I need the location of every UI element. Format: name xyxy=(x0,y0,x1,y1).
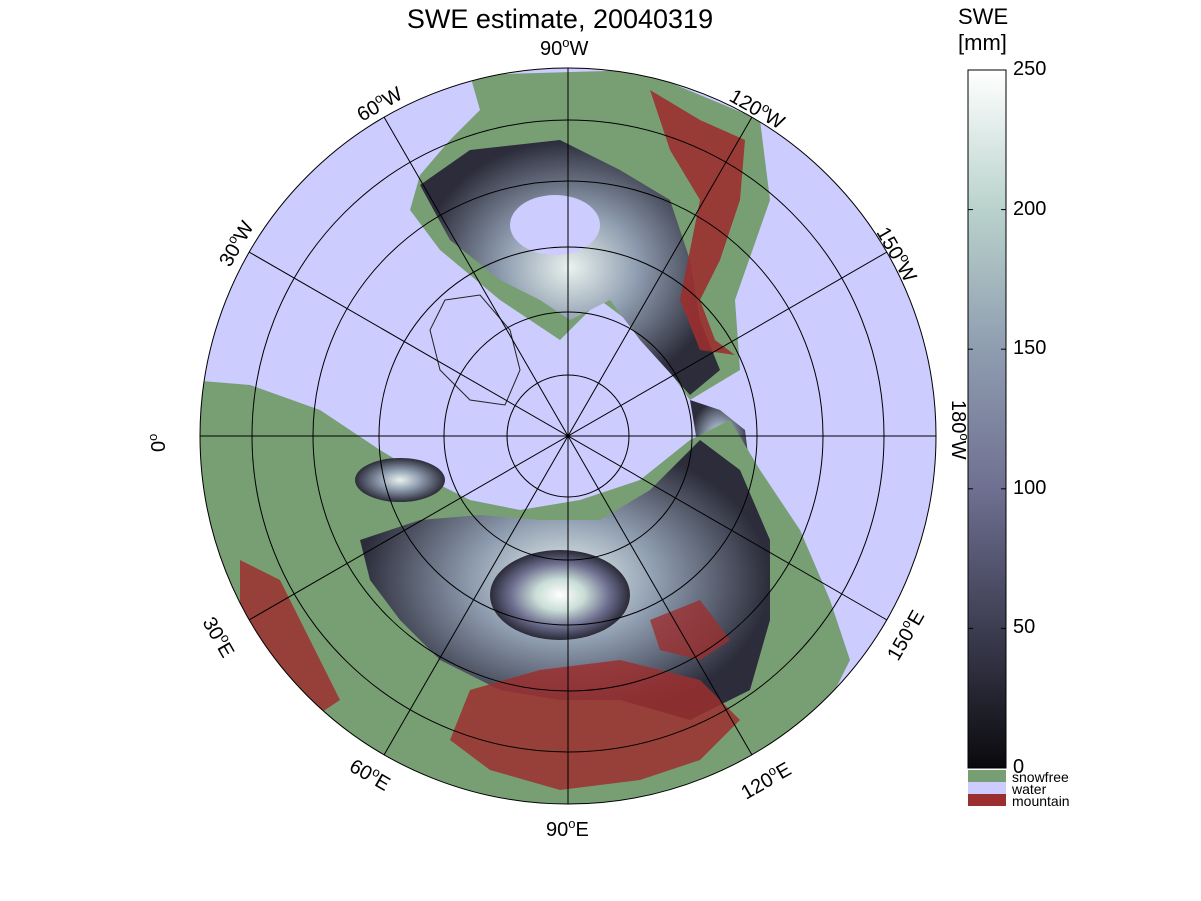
longitude-labels: 90oW 120oW 150oW 180oW 150oE 120oE 90oE … xyxy=(145,35,972,841)
colorbar xyxy=(967,69,1007,806)
colorbar-tick-label: 150 xyxy=(1013,337,1047,360)
colorbar-tick-label: 50 xyxy=(1013,616,1036,639)
north-america-snow xyxy=(420,140,720,395)
colorbar-label: SWE [mm] xyxy=(958,4,1008,56)
legend-swatch-snowfree xyxy=(968,770,1006,782)
legend-swatch-water xyxy=(968,782,1006,794)
map-title: SWE estimate, 20040319 xyxy=(406,4,714,34)
lon-label: 90oW xyxy=(540,35,588,60)
lon-label: 0o xyxy=(145,434,170,452)
rockies-mountain xyxy=(650,90,745,355)
meridian-line xyxy=(248,251,888,621)
greenland-landmass xyxy=(429,294,521,406)
colorbar-tick-marks xyxy=(968,69,1006,769)
colorbar-gradient xyxy=(967,69,1007,769)
siberia-swe-max xyxy=(490,550,630,640)
lon-label: 180oW xyxy=(947,400,972,460)
colorbar-label-line2: [mm] xyxy=(958,30,1007,55)
legend-swatch-mountain xyxy=(968,794,1006,806)
scandinavia-snow xyxy=(355,458,445,502)
colorbar-tick-label: 250 xyxy=(1013,58,1047,80)
europe-mountain xyxy=(240,560,340,720)
lon-label: 90oE xyxy=(546,816,589,841)
central-asia-mountain xyxy=(450,660,740,790)
east-siberia-mountain xyxy=(650,600,730,660)
legend-label-water: water xyxy=(1012,781,1047,797)
legend-label-snowfree: snowfree xyxy=(1012,769,1069,785)
lon-label: 60oE xyxy=(346,753,396,796)
lon-label: 30oE xyxy=(198,612,241,662)
legend-label-mountain: mountain xyxy=(1012,793,1070,809)
colorbar-tick-label: 200 xyxy=(1013,197,1047,220)
colorbar-label-line1: SWE xyxy=(958,4,1009,29)
graticule xyxy=(199,67,937,805)
hudson-bay xyxy=(510,195,600,255)
lon-label: 120oE xyxy=(736,756,795,805)
colorbar-tick-label: 0 xyxy=(1013,756,1025,778)
colorbar-tick-label: 100 xyxy=(1013,476,1047,499)
